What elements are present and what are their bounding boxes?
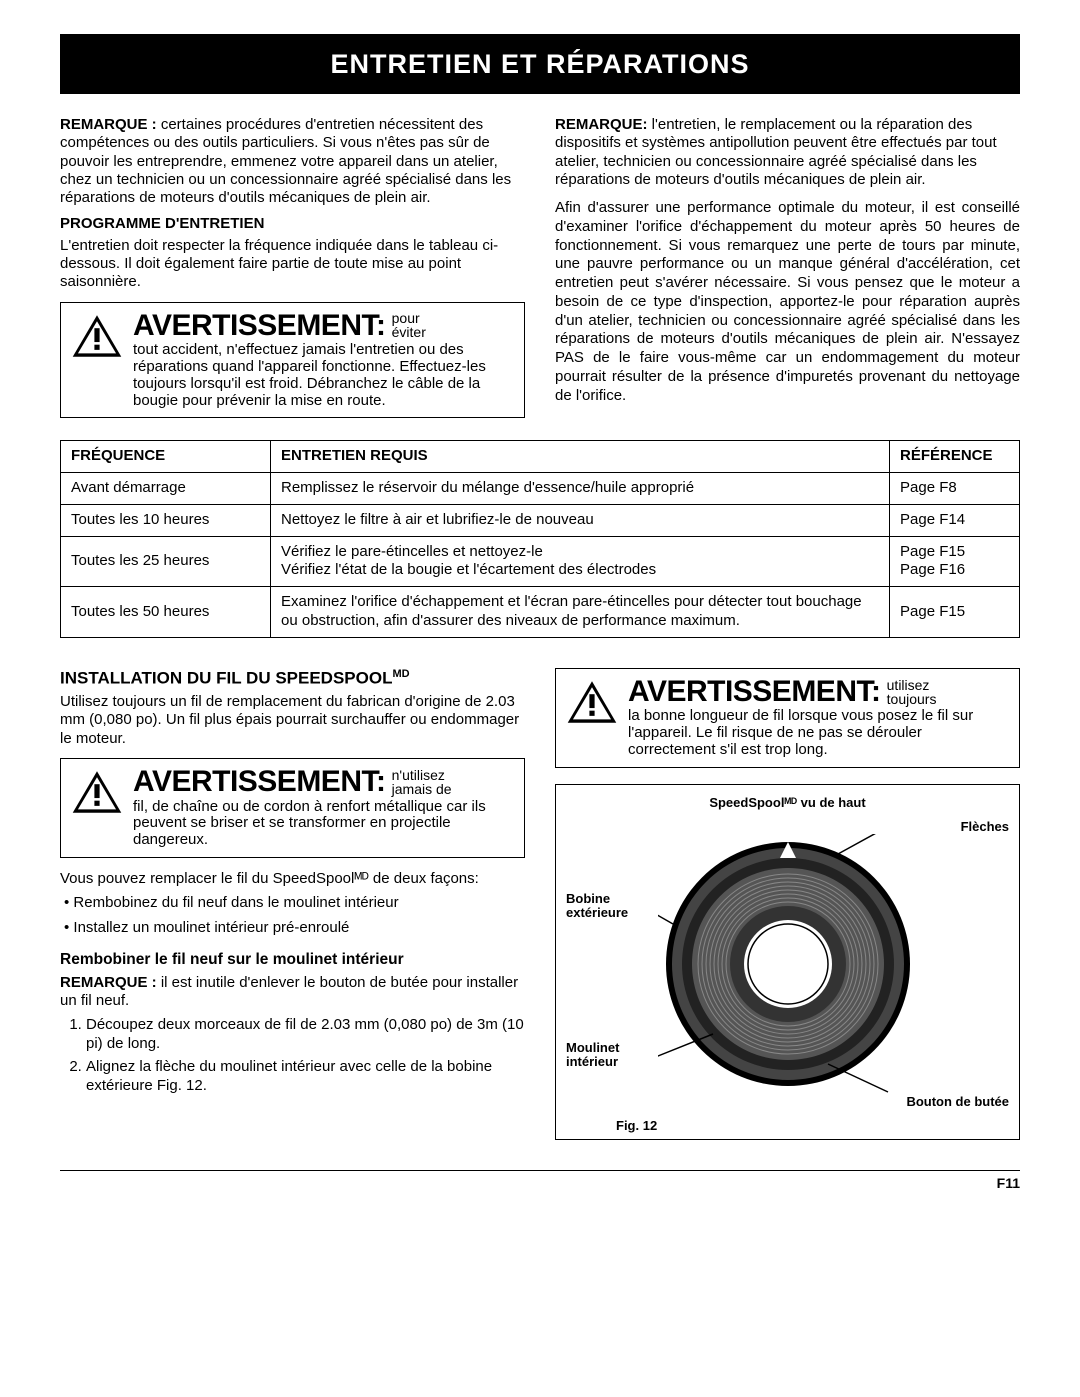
warning-box-1: AVERTISSEMENT: pour éviter tout accident… [60,302,525,419]
label-fleches: Flèches [961,820,1009,834]
note1: REMARQUE : certaines procédures d'entret… [60,116,525,207]
right-paragraph: Afin d'assurer une performance optimale … [555,199,1020,405]
warning3-text: la bonne longueur de fil lorsque vous po… [628,708,1009,758]
warning1-body: AVERTISSEMENT: pour éviter tout accident… [133,309,514,410]
figure-12: SpeedSpoolᴹᴰ vu de haut [555,784,1020,1140]
right-column: REMARQUE: l'entretien, le remplacement o… [555,116,1020,418]
step1: Découpez deux morceaux de fil de 2.03 mm… [86,1016,525,1054]
step2: Alignez la flèche du moulinet intérieur … [86,1058,525,1096]
note3: REMARQUE : il est inutile d'enlever le b… [60,974,525,1011]
install-heading: INSTALLATION DU FIL DU SPEEDSPOOLMD [60,668,525,689]
note3-label: REMARQUE : [60,974,157,991]
figure-caption: Fig. 12 [566,1118,1009,1133]
th-frequence: FRÉQUENCE [61,441,271,473]
programme-text: L'entretien doit respecter la fréquence … [60,237,525,292]
bottom-left: INSTALLATION DU FIL DU SPEEDSPOOLMD Util… [60,644,525,1140]
warning-box-2: AVERTISSEMENT: n'utilisez jamais de fil,… [60,758,525,858]
maintenance-table: FRÉQUENCE ENTRETIEN REQUIS RÉFÉRENCE Ava… [60,440,1020,637]
speedspool-diagram [658,834,918,1094]
table-row: Toutes les 10 heures Nettoyez le filtre … [61,504,1020,536]
bullet2: • Installez un moulinet intérieur pré-en… [64,919,525,937]
warning-icon [71,769,123,815]
warning2-text: fil, de chaîne ou de cordon à renfort mé… [133,799,514,849]
warning2-lead: n'utilisez jamais de [392,768,452,796]
warning2-title: AVERTISSEMENT: [133,765,385,798]
page-header: ENTRETIEN ET RÉPARATIONS [60,34,1020,94]
table-header-row: FRÉQUENCE ENTRETIEN REQUIS RÉFÉRENCE [61,441,1020,473]
bullet1: • Rembobinez du fil neuf dans le mouline… [64,894,525,912]
label-moulinet: Moulinet intérieur [566,1041,619,1070]
replace-intro: Vous pouvez remplacer le fil du SpeedSpo… [60,870,525,888]
table-row: Avant démarrage Remplissez le réservoir … [61,473,1020,505]
bullet-list: • Rembobinez du fil neuf dans le mouline… [60,894,525,937]
warning1-text: tout accident, n'effectuez jamais l'entr… [133,342,514,409]
warning1-title: AVERTISSEMENT: [133,309,385,342]
install-text: Utilisez toujours un fil de remplacement… [60,693,525,748]
table-row: Toutes les 50 heures Examinez l'orifice … [61,587,1020,638]
note2-label: REMARQUE: [555,116,648,133]
warning3-lead: utilisez toujours [887,678,937,706]
table-row: Toutes les 25 heures Vérifiez le pare-ét… [61,536,1020,587]
page-footer: F11 [60,1170,1020,1191]
th-entretien: ENTRETIEN REQUIS [271,441,890,473]
bottom-right: AVERTISSEMENT: utilisez toujours la bonn… [555,644,1020,1140]
warning-icon [71,313,123,359]
note2: REMARQUE: l'entretien, le remplacement o… [555,116,1020,189]
warning2-body: AVERTISSEMENT: n'utilisez jamais de fil,… [133,765,514,849]
th-reference: RÉFÉRENCE [890,441,1020,473]
figure-area: Flèches Bobine extérieure Moulinet intér… [566,814,1009,1114]
label-bobine: Bobine extérieure [566,892,628,921]
bottom-columns: INSTALLATION DU FIL DU SPEEDSPOOLMD Util… [60,644,1020,1140]
programme-heading: PROGRAMME D'ENTRETIEN [60,215,525,233]
rewind-heading: Rembobiner le fil neuf sur le moulinet i… [60,951,525,970]
warning1-lead: pour éviter [392,311,426,339]
figure-title: SpeedSpoolᴹᴰ vu de haut [566,795,1009,810]
warning-box-3: AVERTISSEMENT: utilisez toujours la bonn… [555,668,1020,768]
top-columns: REMARQUE : certaines procédures d'entret… [60,116,1020,418]
steps-list: Découpez deux morceaux de fil de 2.03 mm… [60,1016,525,1095]
warning3-title: AVERTISSEMENT: [628,675,880,708]
warning3-body: AVERTISSEMENT: utilisez toujours la bonn… [628,675,1009,759]
left-column: REMARQUE : certaines procédures d'entret… [60,116,525,418]
warning-icon [566,679,618,725]
page-number: F11 [997,1175,1020,1191]
note1-label: REMARQUE : [60,116,157,133]
label-bouton: Bouton de butée [906,1095,1009,1109]
